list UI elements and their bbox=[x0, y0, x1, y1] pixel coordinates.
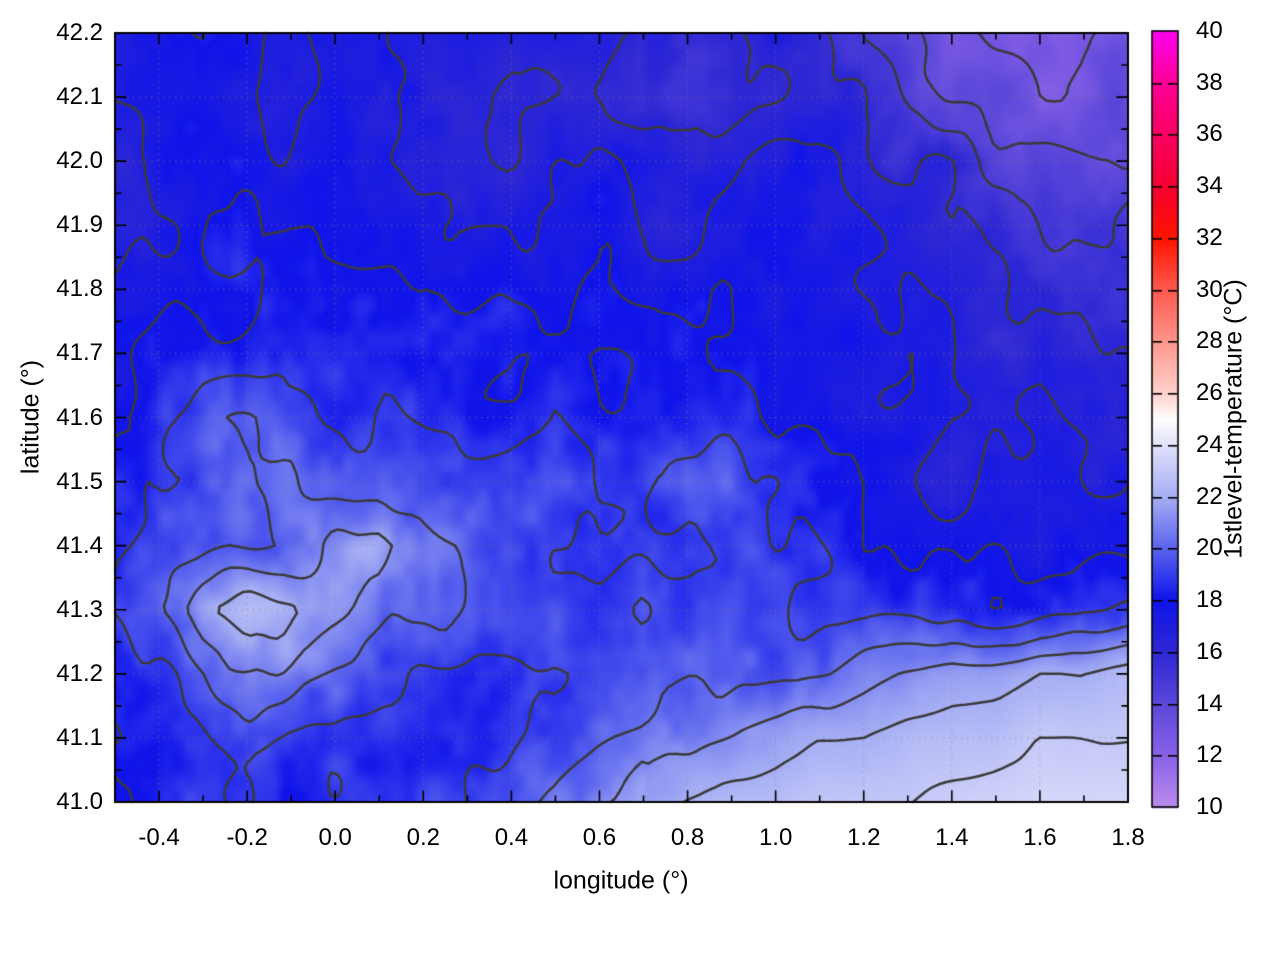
x-tick-label: 1.2 bbox=[847, 824, 881, 851]
x-tick-label: 0.8 bbox=[670, 824, 705, 851]
colorbar-tick-label: 36 bbox=[1196, 120, 1223, 148]
y-tick-label: 41.5 bbox=[56, 467, 103, 495]
colorbar-tick-label: 32 bbox=[1196, 223, 1223, 251]
colorbar-tick-label: 18 bbox=[1196, 586, 1223, 614]
x-tick-label: 1.4 bbox=[935, 824, 969, 851]
colorbar-tick-label: 30 bbox=[1196, 275, 1223, 303]
x-tick-label: 0.6 bbox=[582, 824, 617, 851]
x-tick-label: 0.0 bbox=[318, 824, 352, 851]
y-tick-label: 41.8 bbox=[56, 275, 103, 303]
y-tick-label: 42.2 bbox=[56, 19, 103, 46]
colorbar-tick-label: 22 bbox=[1196, 482, 1223, 510]
x-tick-label: -0.4 bbox=[138, 824, 180, 851]
x-axis-title: longitude (°) bbox=[553, 866, 689, 895]
y-axis-title: latitude (°) bbox=[16, 359, 45, 475]
x-tick-label: 0.4 bbox=[494, 824, 529, 851]
colorbar-tick-label: 24 bbox=[1196, 430, 1223, 458]
colorbar-tick-label: 26 bbox=[1196, 379, 1223, 407]
colorbar-tick-label: 12 bbox=[1196, 741, 1223, 769]
colorbar-tick-label: 10 bbox=[1196, 793, 1223, 820]
colorbar-title: 1stlevel-temperature (°C) bbox=[1219, 279, 1248, 559]
x-tick-label: -0.2 bbox=[226, 824, 268, 851]
y-tick-label: 41.6 bbox=[56, 403, 103, 431]
colorbar-tick-label: 28 bbox=[1196, 327, 1223, 355]
colorbar-tick-label: 14 bbox=[1196, 689, 1223, 717]
y-tick-label: 42.0 bbox=[56, 147, 103, 175]
x-tick-label: 0.2 bbox=[406, 824, 440, 851]
y-tick-label: 41.9 bbox=[56, 211, 103, 239]
y-tick-label: 41.3 bbox=[56, 595, 103, 623]
x-tick-label: 1.8 bbox=[1111, 824, 1145, 851]
y-tick-label: 41.0 bbox=[56, 788, 103, 815]
colorbar-tick-label: 34 bbox=[1196, 172, 1223, 200]
x-tick-label: 1.0 bbox=[758, 824, 793, 851]
y-tick-label: 41.7 bbox=[56, 339, 103, 367]
y-tick-label: 42.1 bbox=[56, 83, 103, 111]
y-tick-label: 41.1 bbox=[56, 723, 103, 751]
x-tick-label: 1.6 bbox=[1023, 824, 1057, 851]
colorbar-tick-label: 38 bbox=[1196, 68, 1223, 96]
colorbar-tick-label: 16 bbox=[1196, 637, 1223, 665]
colorbar-tick-label: 20 bbox=[1196, 534, 1223, 562]
y-tick-label: 41.2 bbox=[56, 659, 103, 687]
colorbar-tick-label: 40 bbox=[1196, 17, 1223, 44]
y-tick-label: 41.4 bbox=[56, 531, 103, 559]
